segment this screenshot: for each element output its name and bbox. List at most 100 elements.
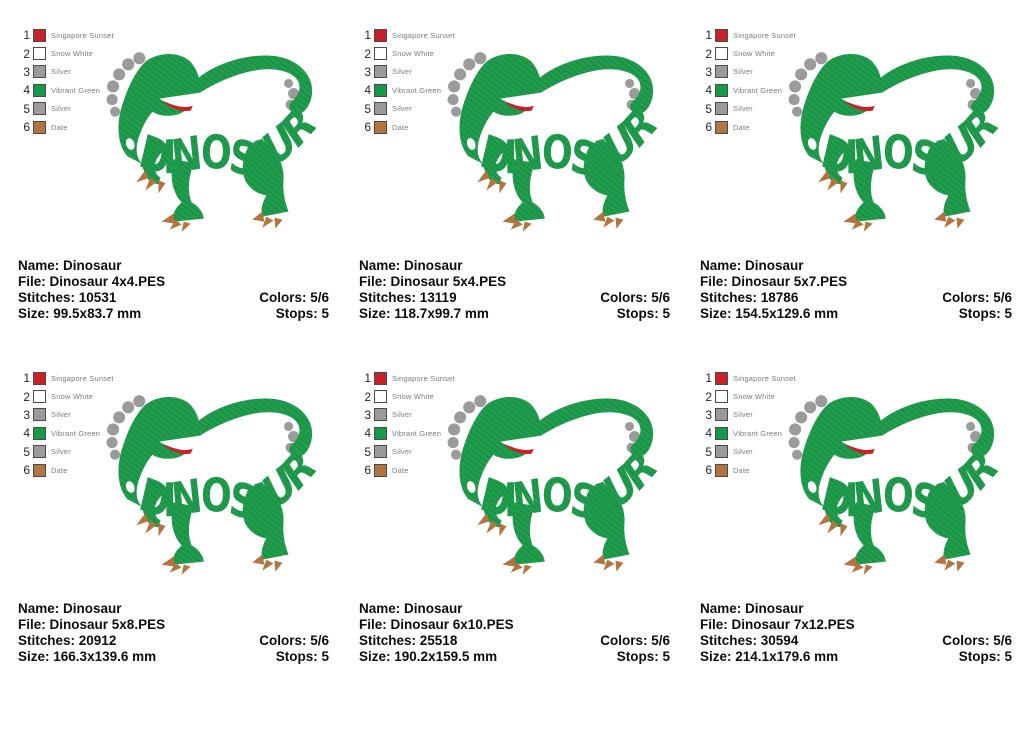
thread-color-swatch — [33, 371, 46, 385]
thread-color-swatch — [374, 371, 387, 385]
thread-color-swatch — [715, 47, 728, 61]
legend-item: 4 Vibrant Green — [701, 424, 796, 442]
thread-color-name: Singapore Sunset — [392, 373, 455, 383]
legend-item: 5 Silver — [19, 100, 114, 118]
thread-color-swatch — [374, 28, 387, 42]
legend-number: 6 — [23, 463, 30, 478]
legend-number: 2 — [23, 389, 30, 404]
design-size: Size: 166.3x139.6 mm — [18, 649, 157, 664]
thread-color-name: Silver — [51, 447, 71, 457]
legend-number: 5 — [23, 101, 30, 116]
design-panel: 1 Singapore Sunset 2 Snow White 3 Silver… — [682, 0, 1024, 343]
legend-number: 1 — [705, 371, 712, 386]
thread-color-swatch — [33, 83, 46, 97]
legend-item: 4 Vibrant Green — [701, 81, 796, 99]
legend-item: 2 Snow White — [19, 387, 114, 405]
legend-item: 4 Vibrant Green — [360, 81, 455, 99]
thread-color-name: Snow White — [51, 49, 94, 59]
legend-item: 3 Silver — [19, 63, 114, 81]
thread-color-name: Snow White — [733, 49, 776, 59]
thread-color-name: Singapore Sunset — [733, 30, 796, 40]
thread-color-swatch — [33, 445, 46, 459]
legend-number: 1 — [705, 28, 712, 43]
thread-color-name: Date — [733, 465, 750, 475]
thread-color-swatch — [33, 463, 46, 477]
legend-number: 4 — [364, 426, 371, 441]
legend-number: 3 — [705, 407, 712, 422]
stitch-count: Stitches: 13119 — [359, 290, 457, 305]
thread-color-swatch — [715, 390, 728, 404]
design-name: Name: Dinosaur — [18, 258, 122, 273]
color-count: Colors: 5/6 — [259, 633, 329, 648]
stitch-count: Stitches: 30594 — [700, 633, 799, 648]
design-name: Name: Dinosaur — [18, 601, 122, 616]
legend-item: 5 Silver — [360, 100, 455, 118]
stitch-count: Stitches: 25518 — [359, 633, 458, 648]
legend-item: 1 Singapore Sunset — [19, 26, 114, 44]
design-panel: 1 Singapore Sunset 2 Snow White 3 Silver… — [682, 343, 1024, 686]
thread-color-name: Vibrant Green — [51, 428, 101, 438]
thread-color-swatch — [715, 445, 728, 459]
legend-item: 6 Date — [19, 118, 114, 136]
stitch-count: Stitches: 20912 — [18, 633, 117, 648]
legend-number: 6 — [705, 120, 712, 135]
legend-number: 4 — [23, 83, 30, 98]
design-file: File: Dinosaur 6x10.PES — [359, 617, 514, 632]
thread-color-name: Silver — [51, 104, 71, 114]
legend-item: 2 Snow White — [701, 387, 796, 405]
thread-color-name: Date — [392, 122, 409, 132]
color-count: Colors: 5/6 — [942, 633, 1012, 648]
thread-color-name: Vibrant Green — [733, 85, 783, 95]
legend-item: 5 Silver — [701, 100, 796, 118]
color-count: Colors: 5/6 — [600, 290, 670, 305]
thread-color-legend: 1 Singapore Sunset 2 Snow White 3 Silver… — [19, 369, 114, 479]
thread-color-name: Silver — [51, 67, 71, 77]
design-size: Size: 154.5x129.6 mm — [700, 306, 839, 321]
design-file: File: Dinosaur 5x7.PES — [700, 274, 848, 289]
thread-color-swatch — [715, 83, 728, 97]
legend-number: 5 — [705, 101, 712, 116]
color-count: Colors: 5/6 — [600, 633, 670, 648]
legend-number: 4 — [705, 426, 712, 441]
design-metadata: Name: Dinosaur File: Dinosaur 6x10.PES S… — [359, 601, 670, 665]
design-metadata: Name: Dinosaur File: Dinosaur 5x8.PES St… — [18, 601, 329, 665]
legend-item: 4 Vibrant Green — [360, 424, 455, 442]
legend-number: 3 — [23, 407, 30, 422]
thread-color-swatch — [33, 408, 46, 422]
thread-color-name: Singapore Sunset — [51, 30, 114, 40]
thread-color-swatch — [374, 408, 387, 422]
thread-color-name: Silver — [392, 104, 412, 114]
thread-color-swatch — [715, 65, 728, 79]
legend-number: 4 — [23, 426, 30, 441]
thread-color-swatch — [374, 390, 387, 404]
design-file: File: Dinosaur 7x12.PES — [700, 617, 855, 632]
design-metadata: Name: Dinosaur File: Dinosaur 5x7.PES St… — [700, 258, 1012, 322]
legend-item: 6 Date — [701, 461, 796, 479]
thread-color-name: Snow White — [392, 392, 435, 402]
legend-item: 2 Snow White — [360, 44, 455, 62]
thread-color-swatch — [374, 47, 387, 61]
stop-count: Stops: 5 — [616, 649, 670, 664]
thread-color-name: Silver — [733, 104, 753, 114]
thread-color-legend: 1 Singapore Sunset 2 Snow White 3 Silver… — [360, 369, 455, 479]
dinosaur-embroidery-preview — [444, 393, 681, 590]
design-panel: 1 Singapore Sunset 2 Snow White 3 Silver… — [0, 0, 341, 343]
legend-number: 1 — [23, 28, 30, 43]
thread-color-name: Snow White — [51, 392, 94, 402]
legend-number: 5 — [364, 444, 371, 459]
stop-count: Stops: 5 — [616, 306, 670, 321]
dinosaur-embroidery-preview — [103, 50, 340, 247]
thread-color-swatch — [374, 426, 387, 440]
thread-color-swatch — [715, 120, 728, 134]
legend-number: 6 — [23, 120, 30, 135]
legend-number: 3 — [705, 64, 712, 79]
thread-color-name: Silver — [392, 67, 412, 77]
stop-count: Stops: 5 — [275, 306, 329, 321]
thread-color-swatch — [374, 65, 387, 79]
legend-number: 4 — [705, 83, 712, 98]
design-size: Size: 99.5x83.7 mm — [18, 306, 142, 321]
legend-item: 4 Vibrant Green — [19, 424, 114, 442]
thread-color-name: Date — [51, 122, 68, 132]
legend-item: 1 Singapore Sunset — [701, 369, 796, 387]
thread-color-name: Date — [733, 122, 750, 132]
